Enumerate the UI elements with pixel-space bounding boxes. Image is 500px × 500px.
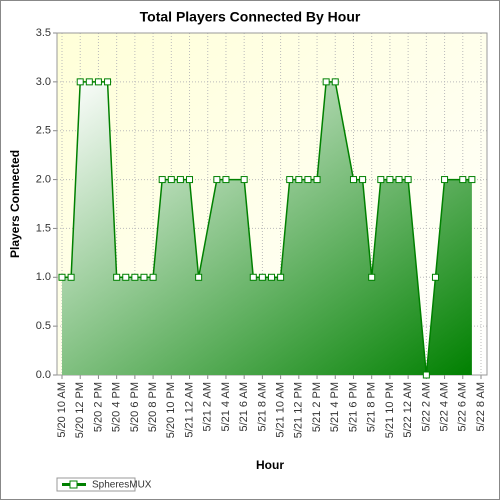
point-marker <box>268 273 275 281</box>
point-marker <box>249 273 257 281</box>
plot: 0.0 0.5 1.0 1.5 2.0 2.5 3.0 3.5 5/20 10 AM 5/20 1… <box>36 27 488 438</box>
x-tick-label: 5/21 6 AM <box>238 382 250 432</box>
x-tick-label: 5/20 6 PM <box>129 382 141 432</box>
x-tick-label: 5/20 10 AM <box>56 382 68 438</box>
x-tick-label: 5/21 10 PM <box>384 382 396 438</box>
x-tick-label: 5/22 6 AM <box>457 382 469 432</box>
point-marker <box>76 78 84 86</box>
x-tick-label: 5/21 4 AM <box>220 382 232 432</box>
x-tick-label: 5/21 8 AM <box>256 382 268 432</box>
point-marker <box>149 273 157 281</box>
point-marker <box>258 273 266 281</box>
x-tick-label: 5/21 2 PM <box>311 382 323 432</box>
x-tick-label: 5/20 12 PM <box>74 382 86 438</box>
point-marker <box>395 176 403 184</box>
x-tick-label: 5/21 4 PM <box>329 382 341 432</box>
legend-label: SpheresMUX <box>92 480 152 491</box>
point-marker <box>468 176 476 184</box>
point-marker <box>58 273 66 281</box>
x-tick-label: 5/21 2 AM <box>202 382 214 432</box>
point-marker <box>104 78 112 86</box>
y-tick-label: 1.0 <box>36 271 51 283</box>
point-marker <box>459 176 467 184</box>
x-tick-label: 5/21 12 AM <box>183 382 195 438</box>
y-tick-label: 3.5 <box>36 27 51 39</box>
point-marker <box>94 78 102 86</box>
point-marker <box>349 176 357 184</box>
point-marker <box>186 176 194 184</box>
point-marker <box>85 78 93 86</box>
x-tick-label: 5/21 8 PM <box>366 382 378 432</box>
x-tick-label: 5/21 10 AM <box>275 382 287 438</box>
y-tick-label: 0.5 <box>36 320 51 332</box>
point-marker <box>67 273 75 281</box>
y-tick-label: 1.5 <box>36 222 51 234</box>
x-axis-title: Hour <box>256 458 284 472</box>
point-marker <box>386 176 394 184</box>
point-marker <box>404 176 412 184</box>
x-tick-label: 5/22 12 AM <box>402 382 414 438</box>
point-marker <box>331 78 339 86</box>
point-marker <box>240 176 248 184</box>
x-tick-label: 5/20 4 PM <box>111 382 123 432</box>
point-marker <box>286 176 294 184</box>
x-tick-label: 5/22 4 AM <box>438 382 450 432</box>
point-marker <box>422 371 430 379</box>
point-marker <box>122 273 130 281</box>
point-marker <box>368 273 376 281</box>
x-tick-label: 5/20 8 PM <box>147 382 159 432</box>
x-tick-label: 5/22 2 AM <box>420 382 432 432</box>
point-marker <box>313 176 321 184</box>
point-marker <box>322 78 330 86</box>
point-marker <box>359 176 367 184</box>
point-marker <box>222 176 230 184</box>
x-tick-label: 5/21 12 PM <box>293 382 305 438</box>
x-tick-label: 5/20 2 PM <box>92 382 104 432</box>
chart-title: Total Players Connected By Hour <box>140 9 361 25</box>
point-marker <box>277 273 285 281</box>
x-tick-label: 5/20 10 PM <box>165 382 177 438</box>
area <box>62 81 472 375</box>
point-marker <box>140 273 148 281</box>
x-tick-label: 5/22 8 AM <box>475 382 487 432</box>
point-marker <box>441 176 449 184</box>
point-marker <box>131 273 139 281</box>
y-tick-label: 3.0 <box>36 76 51 88</box>
point-marker <box>431 273 439 281</box>
point-marker <box>195 273 203 281</box>
point-marker <box>377 176 385 184</box>
x-tick-label: 5/21 6 PM <box>347 382 359 432</box>
point-marker <box>167 176 175 184</box>
legend-marker <box>69 480 78 489</box>
point-marker <box>213 176 221 184</box>
y-tick-label: 2.0 <box>36 173 51 185</box>
point-marker <box>113 273 121 281</box>
point-marker <box>304 176 312 184</box>
point-marker <box>176 176 184 184</box>
y-axis-title: Players Connected <box>8 150 22 258</box>
y-tick-label: 2.5 <box>36 125 51 137</box>
point-marker <box>158 176 166 184</box>
y-tick-label: 0.0 <box>36 369 51 381</box>
point-marker <box>295 176 303 184</box>
